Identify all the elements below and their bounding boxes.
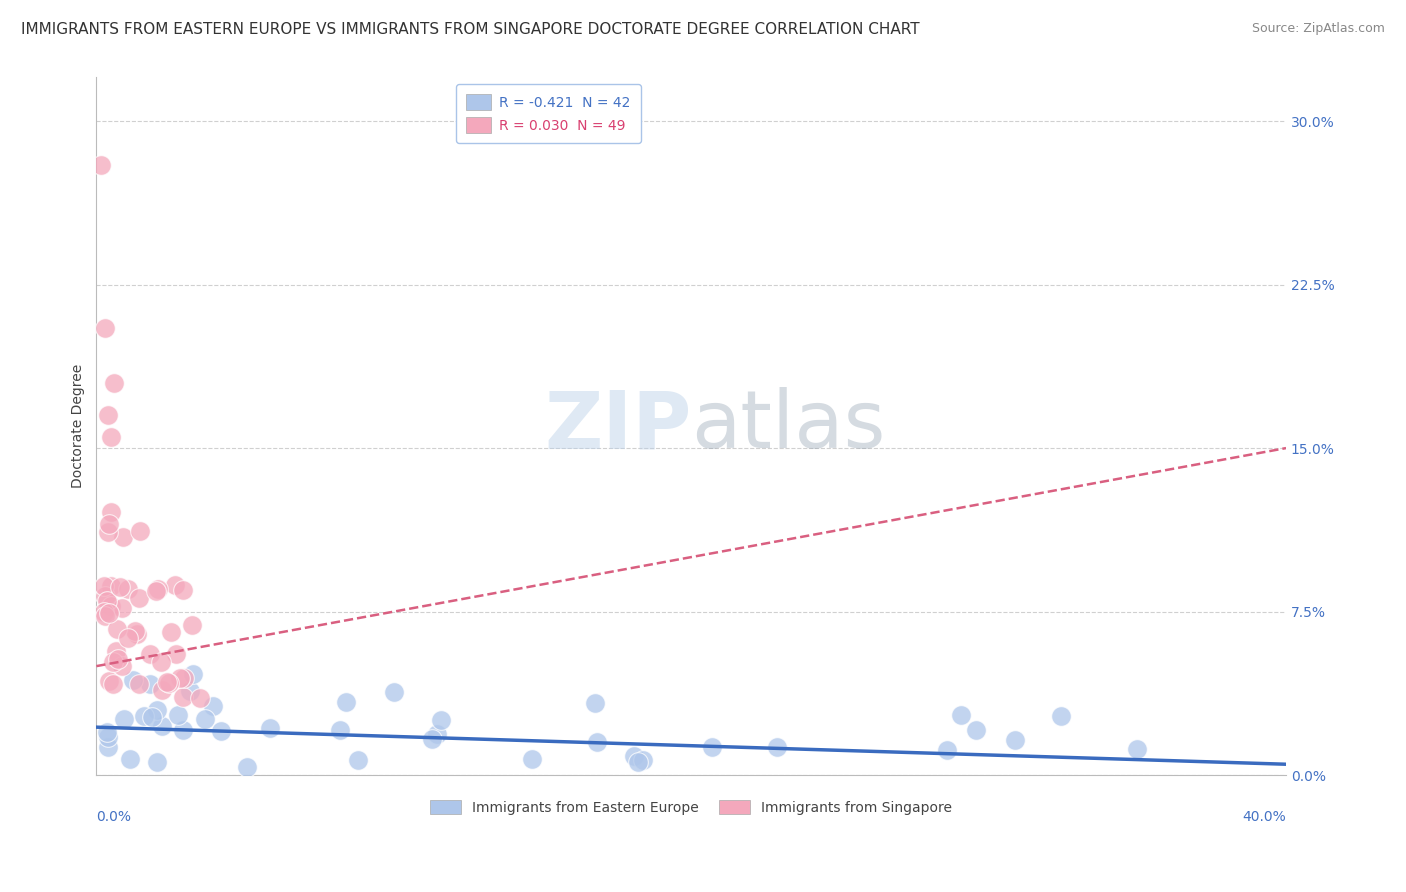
- Point: [146, 703, 169, 717]
- Point: [236, 759, 259, 773]
- Point: [167, 707, 190, 722]
- Point: [382, 685, 405, 699]
- Point: [150, 656, 173, 670]
- Point: [100, 430, 122, 444]
- Point: [201, 698, 224, 713]
- Point: [139, 676, 162, 690]
- Point: [107, 651, 129, 665]
- Point: [1004, 733, 1026, 747]
- Point: [98, 606, 121, 620]
- Point: [965, 723, 987, 738]
- Point: [97, 731, 120, 745]
- Point: [426, 726, 449, 740]
- Point: [93, 579, 115, 593]
- Point: [172, 690, 194, 705]
- Point: [128, 677, 150, 691]
- Point: [98, 674, 121, 689]
- Point: [100, 579, 122, 593]
- Point: [259, 721, 281, 735]
- Point: [139, 648, 162, 662]
- Point: [146, 582, 169, 597]
- Point: [160, 624, 183, 639]
- Point: [128, 591, 150, 605]
- Point: [127, 627, 149, 641]
- Point: [112, 531, 135, 545]
- Point: [150, 719, 173, 733]
- Text: ZIP: ZIP: [544, 387, 692, 466]
- Point: [96, 594, 118, 608]
- Point: [111, 658, 134, 673]
- Text: 40.0%: 40.0%: [1243, 810, 1286, 824]
- Point: [107, 622, 129, 636]
- Point: [172, 723, 194, 738]
- Point: [420, 731, 443, 746]
- Point: [631, 753, 654, 767]
- Point: [111, 600, 134, 615]
- Point: [188, 690, 211, 705]
- Point: [335, 695, 357, 709]
- Point: [104, 644, 127, 658]
- Point: [209, 724, 232, 739]
- Point: [172, 582, 194, 597]
- Point: [329, 723, 352, 737]
- Point: [430, 713, 453, 727]
- Point: [623, 748, 645, 763]
- Point: [347, 753, 370, 767]
- Text: Source: ZipAtlas.com: Source: ZipAtlas.com: [1251, 22, 1385, 36]
- Point: [163, 578, 186, 592]
- Point: [128, 524, 150, 539]
- Point: [96, 725, 118, 739]
- Point: [150, 683, 173, 698]
- Point: [766, 739, 789, 754]
- Point: [1050, 709, 1073, 723]
- Point: [146, 755, 169, 769]
- Point: [179, 684, 201, 698]
- Point: [950, 707, 973, 722]
- Point: [117, 582, 139, 597]
- Point: [157, 676, 180, 690]
- Point: [93, 606, 115, 620]
- Point: [103, 376, 125, 390]
- Point: [145, 583, 167, 598]
- Point: [935, 743, 957, 757]
- Point: [108, 580, 131, 594]
- Point: [101, 655, 124, 669]
- Point: [700, 739, 723, 754]
- Text: IMMIGRANTS FROM EASTERN EUROPE VS IMMIGRANTS FROM SINGAPORE DOCTORATE DEGREE COR: IMMIGRANTS FROM EASTERN EUROPE VS IMMIGR…: [21, 22, 920, 37]
- Point: [173, 671, 195, 685]
- Point: [98, 517, 121, 532]
- Point: [94, 589, 117, 603]
- Point: [141, 710, 163, 724]
- Point: [100, 505, 122, 519]
- Point: [97, 740, 120, 755]
- Point: [583, 696, 606, 710]
- Point: [93, 608, 115, 623]
- Point: [627, 756, 650, 770]
- Point: [90, 158, 112, 172]
- Point: [132, 709, 155, 723]
- Point: [522, 752, 544, 766]
- Point: [121, 673, 143, 687]
- Point: [586, 735, 609, 749]
- Point: [1126, 741, 1149, 756]
- Point: [100, 599, 122, 614]
- Text: 0.0%: 0.0%: [97, 810, 131, 824]
- Text: atlas: atlas: [692, 387, 886, 466]
- Legend: Immigrants from Eastern Europe, Immigrants from Singapore: Immigrants from Eastern Europe, Immigran…: [425, 795, 957, 821]
- Point: [180, 618, 202, 632]
- Point: [169, 672, 191, 686]
- Point: [181, 667, 204, 681]
- Point: [94, 321, 117, 335]
- Y-axis label: Doctorate Degree: Doctorate Degree: [72, 364, 86, 489]
- Point: [97, 525, 120, 540]
- Point: [97, 409, 120, 423]
- Point: [165, 647, 187, 661]
- Point: [112, 712, 135, 726]
- Point: [120, 752, 142, 766]
- Point: [156, 675, 179, 690]
- Point: [194, 712, 217, 726]
- Point: [101, 677, 124, 691]
- Point: [124, 624, 146, 639]
- Point: [117, 631, 139, 645]
